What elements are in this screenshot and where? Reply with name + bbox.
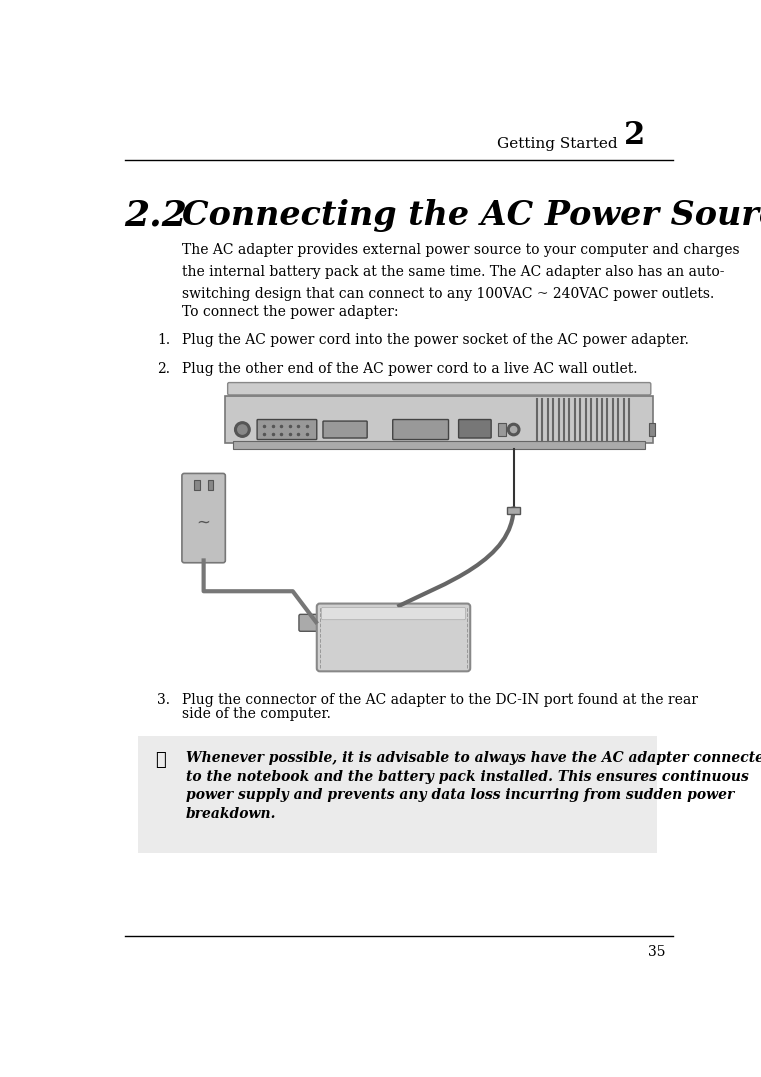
Bar xyxy=(138,736,657,853)
Text: breakdown.: breakdown. xyxy=(186,807,276,821)
Bar xyxy=(508,506,520,514)
FancyBboxPatch shape xyxy=(299,614,321,631)
Text: Plug the AC power cord into the power socket of the AC power adapter.: Plug the AC power cord into the power so… xyxy=(182,333,689,347)
Text: Connecting the AC Power Source: Connecting the AC Power Source xyxy=(182,198,761,232)
Text: side of the computer.: side of the computer. xyxy=(182,707,331,721)
FancyBboxPatch shape xyxy=(182,474,225,563)
FancyBboxPatch shape xyxy=(228,382,651,395)
Bar xyxy=(649,423,655,436)
Text: to the notebook and the battery pack installed. This ensures continuous: to the notebook and the battery pack ins… xyxy=(186,770,749,784)
Bar xyxy=(194,480,199,490)
Text: The AC adapter provides external power source to your computer and charges
the i: The AC adapter provides external power s… xyxy=(182,243,740,300)
Text: Plug the connector of the AC adapter to the DC-IN port found at the rear: Plug the connector of the AC adapter to … xyxy=(182,693,698,707)
Text: power supply and prevents any data loss incurring from sudden power: power supply and prevents any data loss … xyxy=(186,788,734,802)
Bar xyxy=(225,396,653,443)
Circle shape xyxy=(508,423,520,436)
FancyBboxPatch shape xyxy=(393,420,448,439)
Text: 1.: 1. xyxy=(157,333,170,347)
FancyBboxPatch shape xyxy=(321,607,466,619)
Text: 2: 2 xyxy=(624,120,645,151)
Text: 3.: 3. xyxy=(157,693,170,707)
Text: Getting Started: Getting Started xyxy=(497,137,622,151)
Circle shape xyxy=(237,425,247,434)
Circle shape xyxy=(234,422,250,437)
FancyBboxPatch shape xyxy=(459,420,491,438)
FancyBboxPatch shape xyxy=(317,603,470,671)
Text: 2.2: 2.2 xyxy=(125,198,187,233)
Text: To connect the power adapter:: To connect the power adapter: xyxy=(182,305,399,319)
Text: 35: 35 xyxy=(648,946,666,960)
FancyBboxPatch shape xyxy=(323,421,367,438)
Bar xyxy=(498,423,506,436)
Bar xyxy=(208,480,213,490)
Circle shape xyxy=(511,426,517,433)
Bar xyxy=(233,442,645,449)
Text: 2.: 2. xyxy=(157,362,170,376)
Text: ☞: ☞ xyxy=(154,752,166,769)
Text: ~: ~ xyxy=(196,514,211,531)
Text: Plug the other end of the AC power cord to a live AC wall outlet.: Plug the other end of the AC power cord … xyxy=(182,362,638,376)
FancyBboxPatch shape xyxy=(257,420,317,439)
Text: Whenever possible, it is advisable to always have the AC adapter connected: Whenever possible, it is advisable to al… xyxy=(186,752,761,766)
